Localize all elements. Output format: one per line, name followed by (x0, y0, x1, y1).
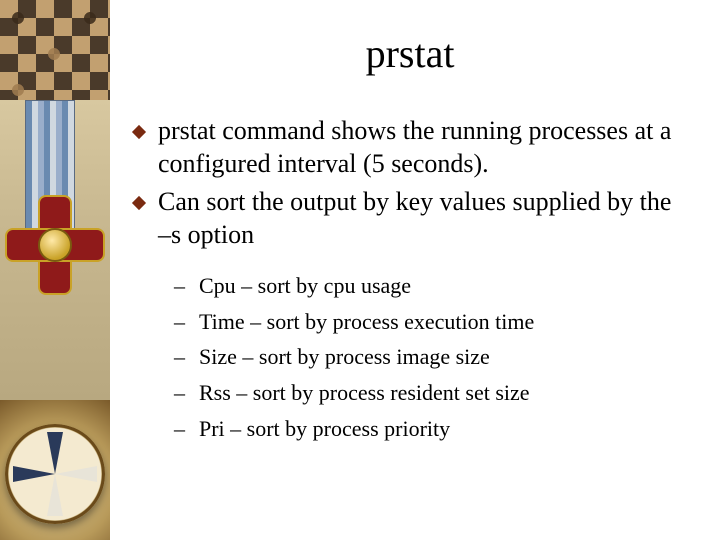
sub-bullet-text: Pri – sort by process priority (199, 414, 450, 444)
diamond-bullet-icon (132, 196, 146, 210)
bullet-text: prstat command shows the running process… (158, 115, 690, 180)
sub-bullet-list: – Cpu – sort by cpu usage – Time – sort … (174, 271, 690, 443)
slide-content: prstat prstat command shows the running … (110, 0, 720, 540)
bullet-text: Can sort the output by key values suppli… (158, 186, 690, 251)
dash-bullet-icon: – (174, 342, 185, 372)
sidebar-decorative-art (0, 0, 110, 540)
checkerboard-art (0, 0, 110, 100)
sub-bullet-item: – Size – sort by process image size (174, 342, 690, 372)
diamond-bullet-icon (132, 125, 146, 139)
sub-bullet-text: Size – sort by process image size (199, 342, 490, 372)
sub-bullet-item: – Cpu – sort by cpu usage (174, 271, 690, 301)
sub-bullet-text: Time – sort by process execution time (199, 307, 534, 337)
slide-title: prstat (130, 30, 690, 77)
sub-bullet-item: – Pri – sort by process priority (174, 414, 690, 444)
compass-art (0, 400, 110, 540)
slide: prstat prstat command shows the running … (0, 0, 720, 540)
dash-bullet-icon: – (174, 271, 185, 301)
dash-bullet-icon: – (174, 307, 185, 337)
bullet-item: prstat command shows the running process… (130, 115, 690, 180)
bullet-item: Can sort the output by key values suppli… (130, 186, 690, 251)
dash-bullet-icon: – (174, 414, 185, 444)
dash-bullet-icon: – (174, 378, 185, 408)
compass-icon (5, 424, 105, 524)
sub-bullet-item: – Time – sort by process execution time (174, 307, 690, 337)
medal-art (0, 100, 110, 400)
sub-bullet-text: Cpu – sort by cpu usage (199, 271, 411, 301)
sub-bullet-text: Rss – sort by process resident set size (199, 378, 530, 408)
sub-bullet-item: – Rss – sort by process resident set siz… (174, 378, 690, 408)
